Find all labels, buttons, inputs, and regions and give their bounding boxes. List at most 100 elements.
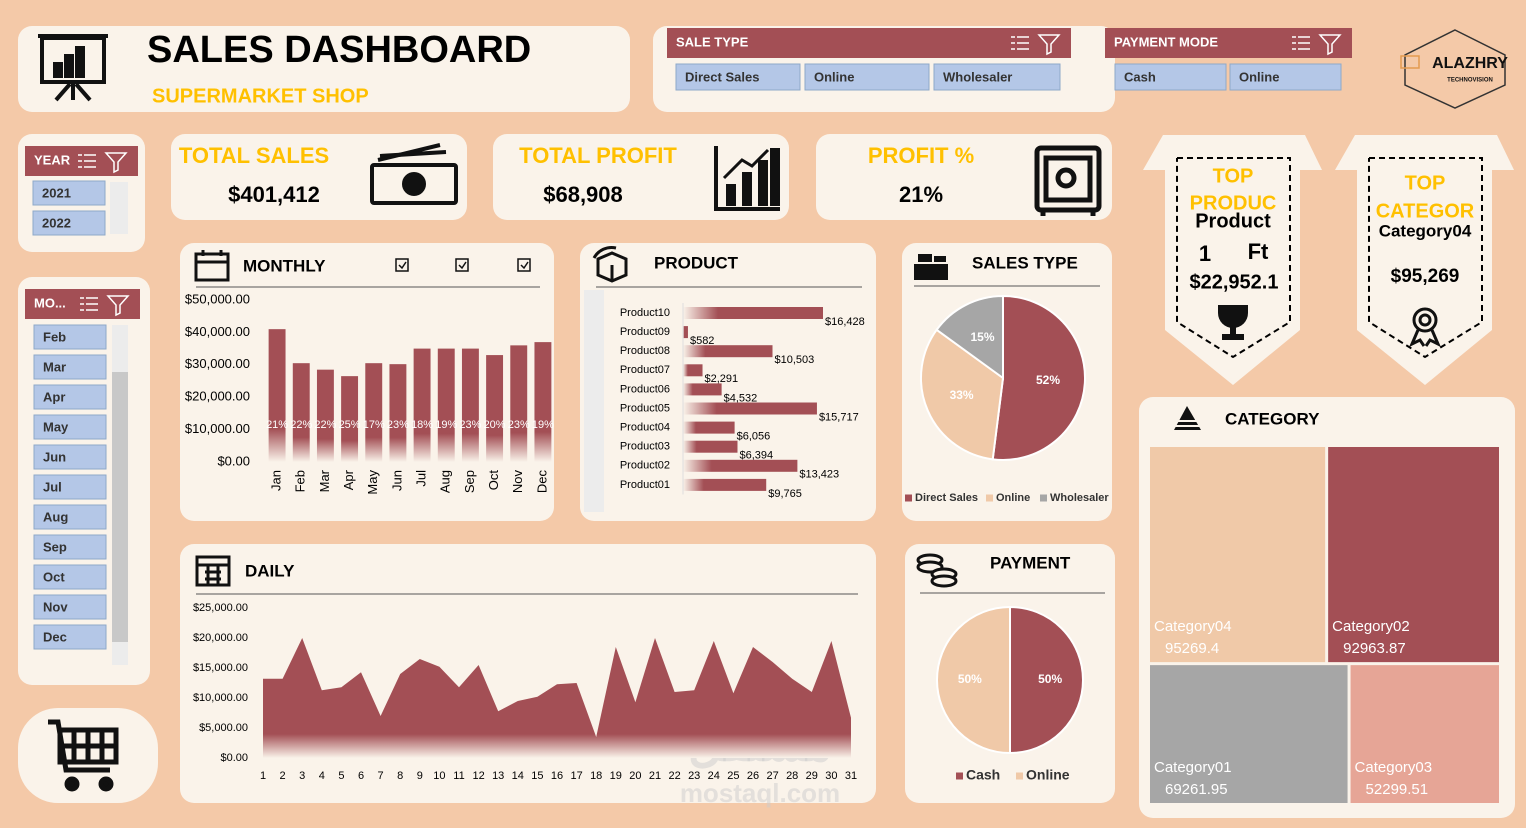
bar	[683, 402, 817, 415]
top-category-banner	[1335, 135, 1514, 385]
x-tick-label: 9	[417, 770, 423, 782]
bar-label: 22%	[290, 419, 312, 431]
tile-name: Category01	[1154, 759, 1232, 776]
clear-filter-icon[interactable]	[106, 295, 130, 317]
x-tick-label: Sep	[462, 470, 477, 493]
top-product-banner	[1143, 135, 1322, 385]
x-tick-label: 10	[433, 770, 445, 782]
multi-select-icon[interactable]	[80, 297, 98, 311]
bar	[683, 345, 773, 358]
product-icon	[592, 246, 628, 283]
y-tick-label: $25,000.00	[193, 602, 248, 614]
x-tick-label: 30	[825, 770, 837, 782]
slicer-button[interactable]	[804, 63, 930, 91]
top-product-value: $22,952.1	[1190, 271, 1279, 293]
value-label: $9,765	[768, 488, 802, 500]
x-tick-label: 1	[260, 770, 266, 782]
slicer-item: Jun	[43, 449, 66, 464]
logo-name: ALAZHRY	[1432, 55, 1508, 72]
x-tick-label: 22	[668, 770, 680, 782]
bar	[437, 348, 455, 462]
slicer-button[interactable]	[933, 63, 1061, 91]
slicer-button[interactable]	[32, 180, 106, 206]
slicer-button[interactable]	[32, 210, 106, 236]
x-tick-label: 8	[397, 770, 403, 782]
x-tick-label: 25	[727, 770, 739, 782]
clear-filter-icon[interactable]	[104, 152, 128, 174]
bar	[292, 363, 310, 462]
multi-select-icon[interactable]	[1011, 36, 1029, 50]
tile-value: 69261.95	[1165, 781, 1228, 798]
x-tick-label: Mar	[317, 469, 332, 492]
scrollbar[interactable]	[110, 182, 128, 234]
slicer-button[interactable]	[33, 504, 107, 530]
safe-icon	[1034, 145, 1102, 216]
slicer-button[interactable]	[33, 354, 107, 380]
legend-swatch	[1016, 772, 1023, 780]
clear-filter-icon[interactable]	[1318, 34, 1342, 56]
slicer-button[interactable]	[33, 474, 107, 500]
multi-select-icon[interactable]	[1292, 36, 1310, 50]
value-label: $4,532	[724, 392, 758, 404]
bar-label: 19%	[435, 419, 457, 431]
banner-border	[1368, 157, 1483, 359]
slicer-item: 2022	[42, 215, 71, 230]
bar	[683, 326, 688, 339]
x-tick-label: 2	[280, 770, 286, 782]
tile-value: 95269.4	[1165, 640, 1219, 657]
money-icon	[370, 143, 458, 205]
slicer-button[interactable]	[33, 594, 107, 620]
clear-filter-icon[interactable]	[1037, 34, 1061, 56]
legend-label: Wholesaler	[1050, 492, 1109, 504]
slicer-button[interactable]	[1229, 63, 1342, 91]
y-tick-label: Product09	[620, 326, 670, 338]
bar	[341, 376, 359, 462]
x-tick-label: 29	[806, 770, 818, 782]
slicer-button[interactable]	[33, 414, 107, 440]
y-tick-label: $20,000.00	[185, 389, 250, 404]
slicer-button[interactable]	[33, 624, 107, 650]
bar-label: 25%	[339, 419, 361, 431]
bar	[683, 440, 738, 453]
x-tick-label: 26	[747, 770, 759, 782]
slicer-button[interactable]	[33, 444, 107, 470]
y-tick-label: $5,000.00	[199, 722, 248, 734]
slicer-button[interactable]	[33, 324, 107, 350]
slicer-title: PAYMENT MODE	[1114, 34, 1218, 49]
top-category-value: $95,269	[1391, 266, 1460, 287]
x-tick-label: 17	[570, 770, 582, 782]
scrollbar[interactable]	[584, 290, 604, 512]
slicer-header	[667, 28, 1071, 58]
slicer-item: 2021	[42, 185, 71, 200]
slicer-button[interactable]	[675, 63, 801, 91]
header-panel	[18, 26, 630, 112]
chart-title: CATEGORY	[1225, 409, 1320, 428]
x-tick-label: 12	[472, 770, 484, 782]
kpi-value: $401,412	[228, 182, 320, 207]
multi-select-icon[interactable]	[78, 154, 96, 168]
slicer-button[interactable]	[33, 534, 107, 560]
value-label: $6,056	[737, 431, 771, 443]
bar-label: 23%	[459, 419, 481, 431]
logo-icon	[1400, 29, 1506, 109]
slicer-button[interactable]	[33, 384, 107, 410]
slicer-item: Cash	[1124, 69, 1156, 84]
slicer-item: Feb	[43, 329, 66, 344]
slicer-button[interactable]	[1114, 63, 1227, 91]
top-product-title: TOP	[1213, 165, 1254, 187]
legend-swatch	[905, 494, 912, 502]
slicer-item: Sep	[43, 539, 67, 554]
slicer-button[interactable]	[33, 564, 107, 590]
bar	[486, 355, 504, 462]
value-label: $10,503	[775, 354, 815, 366]
top-product-name: Product	[1195, 210, 1271, 232]
x-tick-label: Jun	[389, 470, 404, 491]
dashboard-subtitle: SUPERMARKET SHOP	[152, 85, 369, 107]
x-tick-label: 19	[610, 770, 622, 782]
value-label: $6,394	[739, 450, 773, 462]
slicer-item: Aug	[43, 509, 68, 524]
scroll-thumb[interactable]	[112, 372, 128, 642]
slice-label: 33%	[950, 388, 974, 402]
y-tick-label: $10,000.00	[185, 421, 250, 436]
